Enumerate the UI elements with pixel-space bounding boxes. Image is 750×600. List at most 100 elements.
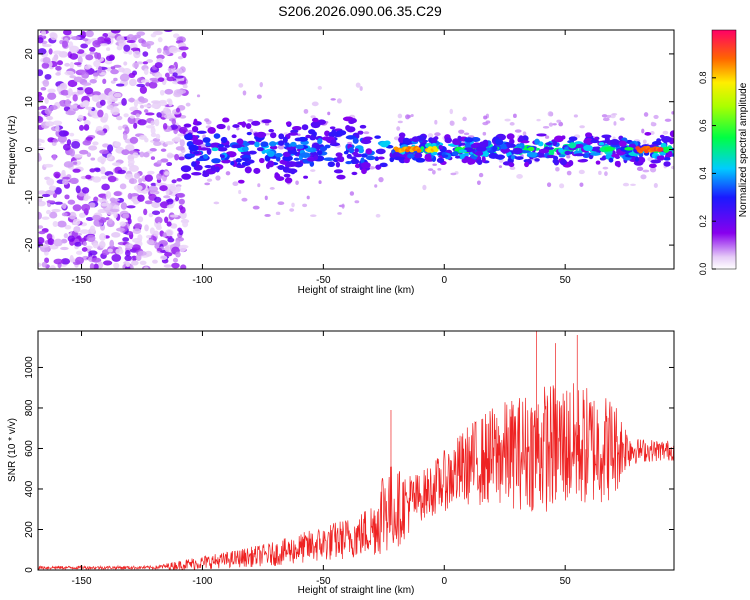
heatmap-cell — [343, 150, 349, 155]
heatmap-cell — [117, 125, 123, 131]
heatmap-cell — [265, 162, 271, 170]
heatmap-cell — [488, 152, 499, 159]
heatmap-cell — [117, 169, 126, 174]
heatmap-cell — [241, 157, 250, 161]
heatmap-cell — [38, 153, 41, 162]
heatmap-cell — [520, 149, 531, 154]
heatmap-cell — [38, 196, 43, 203]
heatmap-cell — [166, 162, 173, 167]
heatmap-cell — [97, 109, 104, 118]
heatmap-cell — [92, 39, 102, 48]
heatmap-cell — [73, 76, 84, 83]
heatmap-cell — [514, 156, 524, 160]
heatmap-cell — [522, 131, 527, 136]
heatmap-cell — [238, 83, 244, 88]
heatmap-cell — [642, 139, 647, 144]
heatmap-cell — [180, 165, 192, 173]
heatmap-cell — [73, 226, 81, 233]
heatmap-cell — [414, 152, 423, 159]
x-tick-label: -150 — [72, 275, 92, 286]
heatmap-cell — [133, 184, 143, 191]
heatmap-cell — [256, 94, 262, 99]
heatmap-cell — [45, 209, 51, 215]
heatmap-cell — [49, 211, 58, 219]
heatmap-cell — [72, 161, 78, 165]
heatmap-cell — [94, 168, 101, 173]
heatmap-cell — [145, 235, 152, 239]
heatmap-cell — [534, 158, 540, 162]
heatmap-cell — [106, 153, 113, 161]
heatmap-cell — [62, 143, 71, 151]
heatmap-cell — [101, 202, 109, 207]
heatmap-cell — [513, 113, 517, 118]
heatmap-cell — [134, 223, 143, 229]
heatmap-cell — [42, 44, 52, 48]
heatmap-cell — [119, 73, 130, 82]
heatmap-cell — [143, 266, 149, 269]
heatmap-cell — [94, 51, 99, 59]
heatmap-cell — [467, 158, 476, 165]
heatmap-cell — [41, 216, 50, 220]
heatmap-cell — [150, 132, 157, 138]
heatmap-cell — [275, 211, 281, 216]
heatmap-cell — [360, 157, 365, 164]
heatmap-cell — [643, 112, 649, 117]
heatmap-cell — [170, 223, 178, 229]
spectrogram-x-axis-label: Height of straight line (km) — [298, 285, 415, 296]
heatmap-cell — [157, 47, 162, 54]
heatmap-cell — [378, 177, 384, 183]
heatmap-cell — [283, 173, 291, 178]
heatmap-cell — [552, 140, 557, 147]
heatmap-cell — [148, 185, 159, 193]
heatmap-cell — [185, 102, 191, 107]
heatmap-cell — [52, 50, 63, 55]
heatmap-cell — [656, 138, 662, 143]
heatmap-cell — [506, 133, 515, 140]
heatmap-cell — [158, 101, 168, 107]
heatmap-cell — [86, 234, 96, 243]
y-tick-label: 600 — [24, 440, 35, 457]
heatmap-cell — [38, 138, 43, 143]
heatmap-cell — [131, 244, 141, 251]
heatmap-cell — [43, 163, 54, 168]
heatmap-cell — [113, 64, 122, 68]
heatmap-cell — [377, 156, 385, 160]
heatmap-cell — [611, 153, 620, 158]
heatmap-cell — [464, 137, 474, 143]
heatmap-cell — [536, 133, 547, 137]
heatmap-cell — [80, 43, 88, 49]
heatmap-cell — [44, 97, 49, 104]
heatmap-cell — [121, 98, 127, 106]
heatmap-cell — [264, 213, 271, 217]
heatmap-cell — [274, 153, 283, 158]
heatmap-cell — [424, 153, 432, 161]
heatmap-cell — [175, 251, 181, 258]
heatmap-cell — [393, 156, 405, 161]
heatmap-cell — [38, 116, 44, 124]
heatmap-cell — [139, 260, 147, 265]
heatmap-cell — [337, 212, 342, 215]
heatmap-cell — [457, 135, 462, 141]
heatmap-cell — [156, 173, 163, 181]
heatmap-cell — [110, 69, 119, 75]
heatmap-cell — [311, 101, 319, 107]
y-tick-label: -10 — [24, 190, 35, 205]
heatmap-cell — [203, 153, 209, 160]
heatmap-cell — [568, 136, 578, 142]
heatmap-cell — [178, 245, 187, 252]
heatmap-cell — [275, 176, 285, 181]
heatmap-cell — [295, 180, 299, 186]
heatmap-cell — [93, 263, 99, 269]
heatmap-cell — [72, 154, 83, 158]
heatmap-cell — [181, 51, 187, 59]
heatmap-cell — [579, 182, 584, 187]
heatmap-cell — [193, 118, 198, 126]
heatmap-cell — [83, 124, 90, 131]
heatmap-cell — [177, 80, 187, 85]
heatmap-cell — [363, 136, 373, 141]
heatmap-cell — [285, 121, 291, 126]
heatmap-cell — [516, 174, 523, 179]
heatmap-cell — [622, 182, 630, 187]
heatmap-cell — [264, 195, 268, 201]
heatmap-cell — [649, 167, 657, 173]
